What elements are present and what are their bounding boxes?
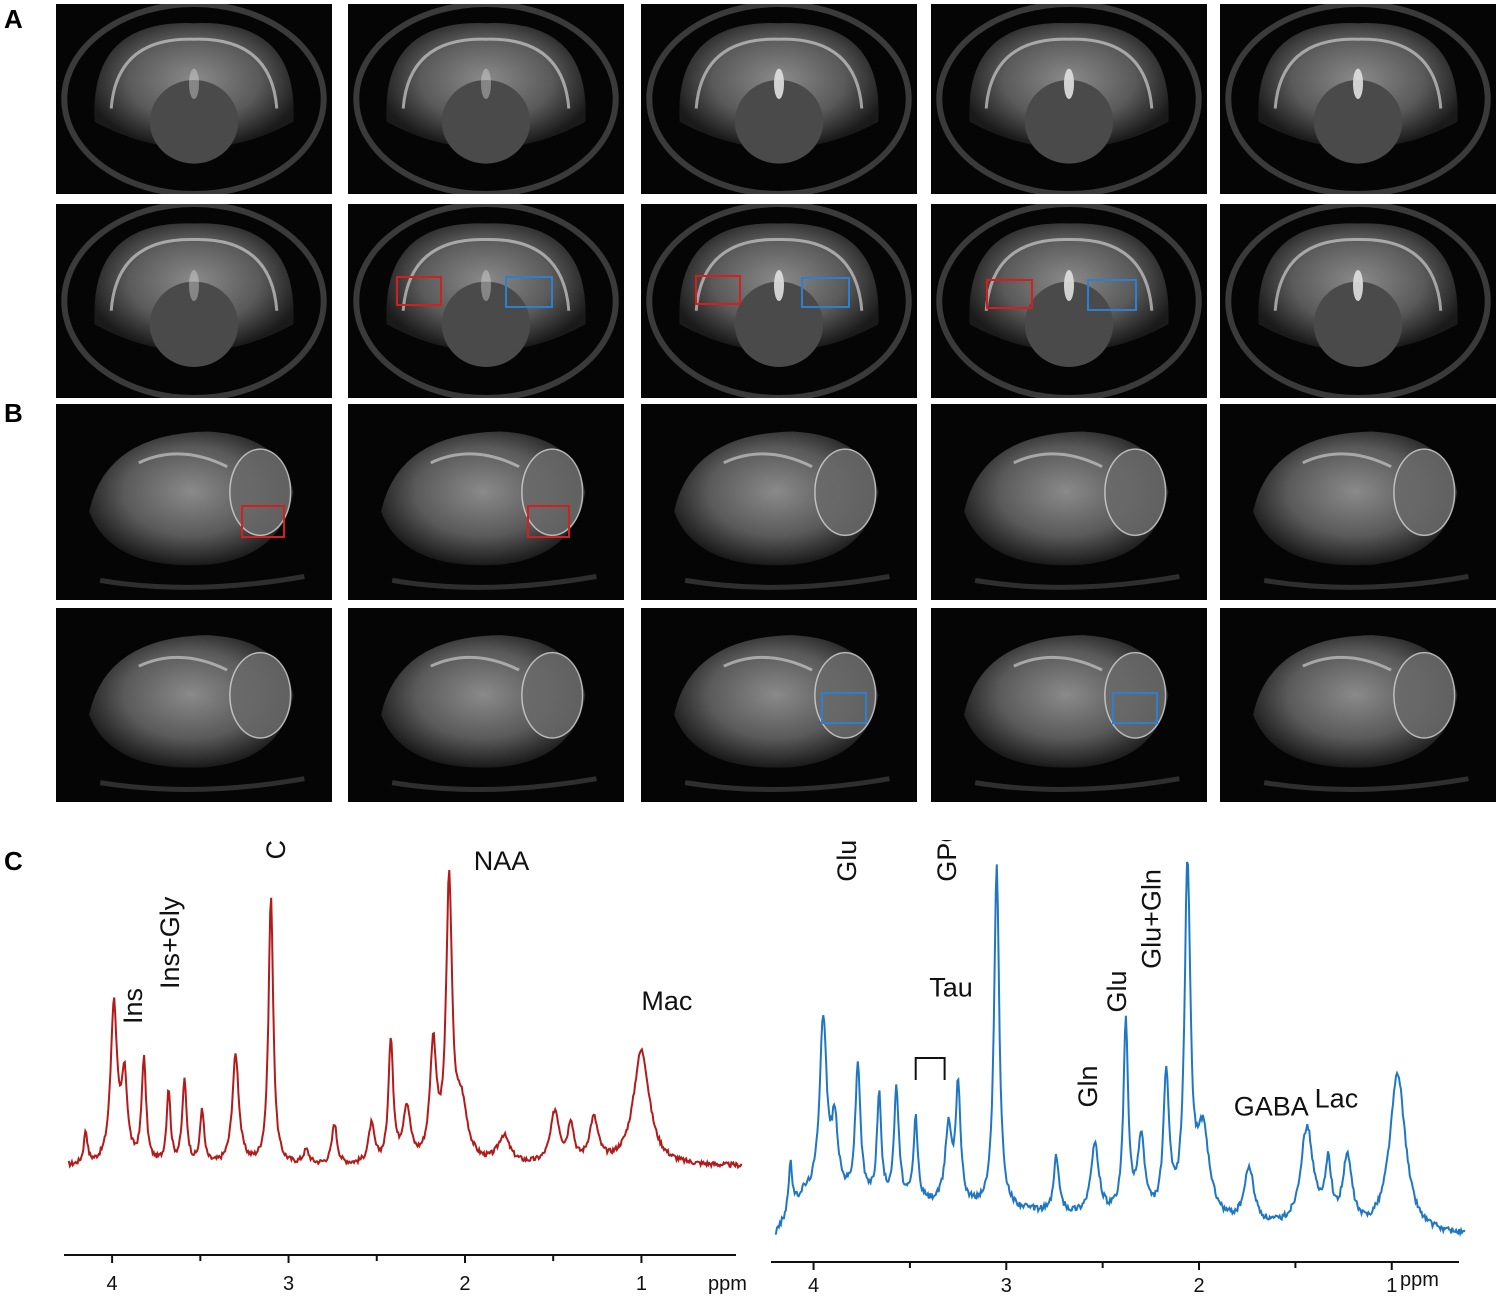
sagittal-3 — [641, 404, 917, 600]
coronal-9 — [931, 204, 1207, 398]
x-tick-label-1-1: 1 — [636, 1273, 647, 1295]
roi-right-coronal-8 — [801, 277, 850, 308]
metabolite-label-2-5: Glu+Gln — [1136, 869, 1166, 969]
roi-left-coronal-7 — [396, 276, 442, 306]
x-tick-label-2-4: 4 — [808, 1275, 819, 1297]
roi-right-coronal-9 — [1087, 279, 1137, 311]
sagittal-2 — [348, 404, 624, 600]
coronal-3 — [641, 4, 917, 194]
coronal-1 — [56, 4, 332, 194]
x-axis-label-2: ppm — [1400, 1269, 1439, 1291]
coronal-4 — [931, 4, 1207, 194]
roi-left-coronal-9 — [986, 279, 1033, 309]
metabolite-label-1-5: Mac — [641, 986, 692, 1016]
metabolite-label-2-3: Gln — [1073, 1065, 1103, 1107]
metabolite-label-2-2: GPC+PCho — [932, 840, 962, 882]
mr-spectra: 4321ppmCr+PCrInsIns+GlyCr+PCrNAAMac4321p… — [64, 840, 1466, 1297]
panel-label-a: A — [4, 4, 23, 34]
coronal-7 — [348, 204, 624, 398]
metabolite-label-2-1: Tau — [929, 973, 973, 1003]
spectrum-line-2 — [774, 861, 1466, 1238]
coronal-8 — [641, 204, 917, 398]
coronal-2 — [348, 4, 624, 194]
sagittal-8 — [641, 608, 917, 802]
sagittal-1 — [56, 404, 332, 600]
metabolite-label-1-2: Ins+Gly — [155, 896, 185, 989]
sagittal-9 — [931, 608, 1207, 802]
roi-left-coronal-8 — [695, 275, 741, 305]
metabolite-label-2-4: Glu — [1102, 970, 1132, 1012]
panel-label-b: B — [4, 398, 23, 428]
roi-left-sagittal-2 — [527, 505, 570, 538]
roi-right-sagittal-9 — [1112, 692, 1158, 724]
x-tick-label-1-4: 4 — [107, 1273, 118, 1295]
x-tick-label-2-2: 2 — [1193, 1275, 1204, 1297]
metabolite-label-1-3: Cr+PCr — [261, 840, 291, 860]
metabolite-label-1-4: NAA — [474, 846, 530, 876]
x-tick-label-2-3: 3 — [1001, 1275, 1012, 1297]
x-axis-label-1: ppm — [708, 1273, 747, 1295]
metabolite-label-2-7: Lac — [1315, 1084, 1359, 1114]
sagittal-4 — [931, 404, 1207, 600]
spectrum-line-1 — [67, 869, 743, 1170]
metabolite-label-1-1: Ins — [118, 988, 148, 1024]
roi-left-sagittal-1 — [241, 505, 285, 538]
x-tick-label-1-3: 3 — [283, 1273, 294, 1295]
sagittal-6 — [56, 608, 332, 802]
metabolite-label-2-6: GABA — [1234, 1091, 1309, 1121]
panel-label-c: C — [4, 846, 23, 876]
metabolite-label-2-0: Glu+Gln — [832, 840, 862, 882]
roi-right-sagittal-8 — [821, 692, 867, 724]
x-tick-label-2-1: 1 — [1386, 1275, 1397, 1297]
coronal-10 — [1220, 204, 1496, 398]
coronal-5 — [1220, 4, 1496, 194]
coronal-6 — [56, 204, 332, 398]
x-tick-label-1-2: 2 — [459, 1273, 470, 1295]
tau-bracket — [914, 1057, 946, 1080]
sagittal-10 — [1220, 608, 1496, 802]
sagittal-7 — [348, 608, 624, 802]
sagittal-5 — [1220, 404, 1496, 600]
roi-right-coronal-7 — [505, 276, 553, 308]
